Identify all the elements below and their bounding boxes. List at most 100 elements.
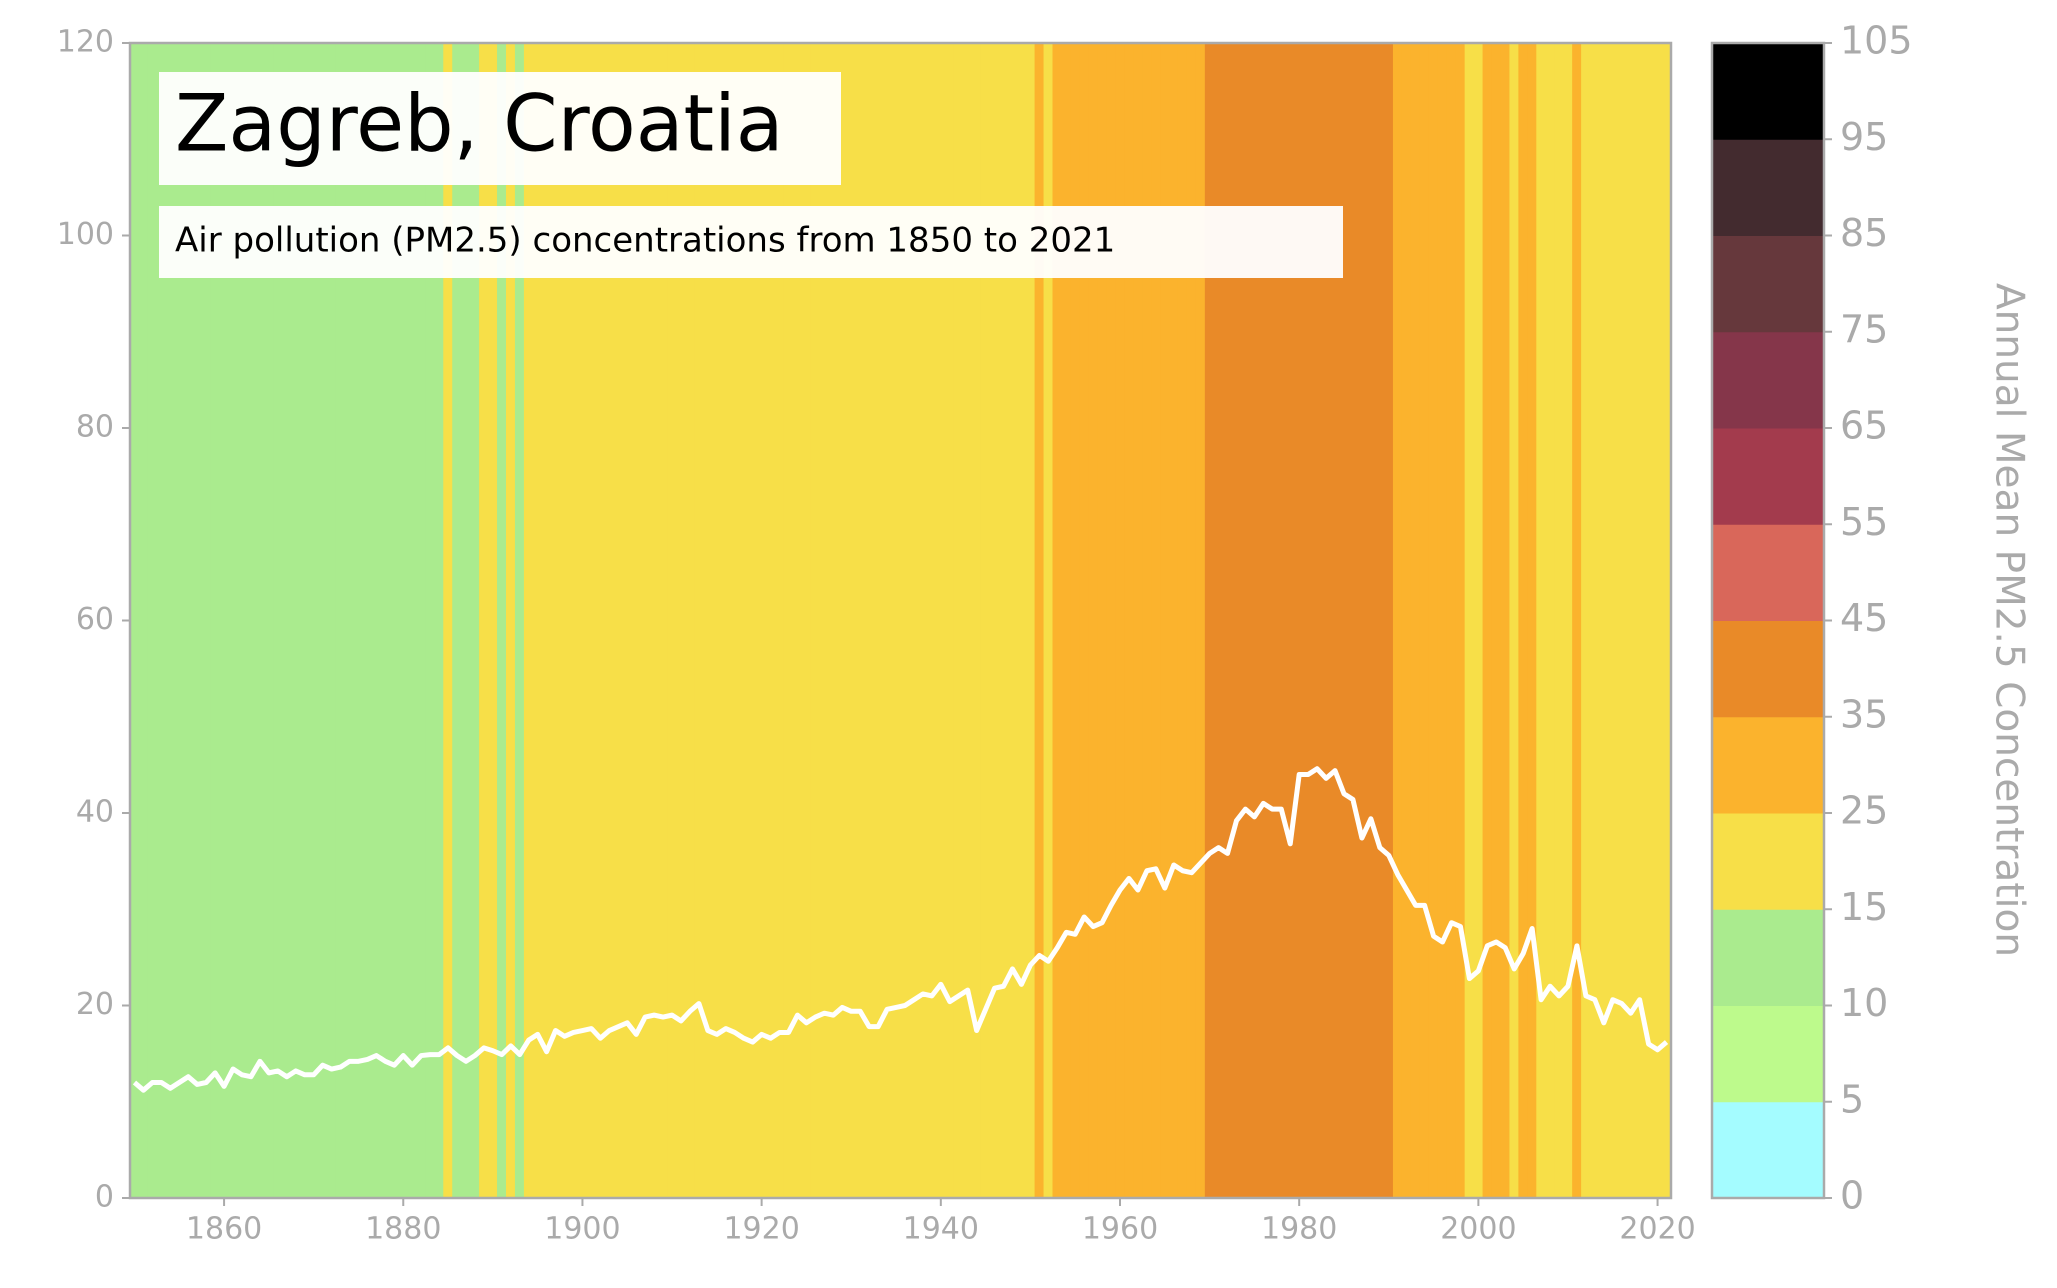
stripe <box>604 43 615 1198</box>
stripe <box>810 43 821 1198</box>
stripe <box>721 43 731 1198</box>
stripe <box>1133 43 1143 1198</box>
colorbar-tick-label: 10 <box>1840 981 1888 1025</box>
stripe <box>1312 43 1322 1198</box>
stripe <box>1070 43 1080 1198</box>
stripe <box>980 43 991 1198</box>
chart-title: Zagreb, Croatia <box>175 79 784 169</box>
stripe <box>846 43 857 1198</box>
stripe <box>1482 43 1493 1198</box>
colorbar-segment <box>1712 813 1824 910</box>
stripe <box>1016 43 1027 1198</box>
stripe <box>282 43 292 1198</box>
stripe <box>1634 43 1645 1198</box>
stripe <box>255 43 265 1198</box>
y-tick-label: 80 <box>76 410 114 445</box>
stripe <box>1124 43 1134 1198</box>
stripe <box>443 43 453 1198</box>
stripe <box>944 43 955 1198</box>
stripe <box>165 43 176 1198</box>
stripe <box>1554 43 1564 1198</box>
stripe <box>595 43 606 1198</box>
stripe <box>1401 43 1412 1198</box>
stripe <box>246 43 256 1198</box>
stripe <box>703 43 713 1198</box>
stripe <box>1204 43 1215 1198</box>
stripe <box>1115 43 1125 1198</box>
stripe <box>1168 43 1179 1198</box>
stripe <box>1348 43 1358 1198</box>
colorbar-tick-label: 85 <box>1840 211 1888 255</box>
stripe <box>971 43 982 1198</box>
stripe <box>1330 43 1340 1198</box>
stripe <box>1527 43 1537 1198</box>
stripe <box>1643 43 1654 1198</box>
colorbar-segment <box>1712 331 1824 429</box>
stripe <box>783 43 794 1198</box>
x-tick-label: 2000 <box>1440 1212 1516 1247</box>
stripe <box>1366 43 1376 1198</box>
colorbar-segment <box>1712 1101 1824 1199</box>
stripe <box>228 43 238 1198</box>
stripe <box>649 43 659 1198</box>
stripe <box>936 43 946 1198</box>
stripe <box>1186 43 1197 1198</box>
stripe <box>371 43 382 1198</box>
colorbar-tick-label: 15 <box>1840 885 1888 929</box>
stripe <box>1097 43 1107 1198</box>
colorbar-segment <box>1712 139 1824 236</box>
stripe <box>1464 43 1475 1198</box>
x-tick-label: 1980 <box>1261 1212 1337 1247</box>
colorbar-tick-label: 5 <box>1840 1077 1864 1121</box>
stripe <box>264 43 274 1198</box>
stripe <box>613 43 624 1198</box>
x-tick-label: 1880 <box>365 1212 441 1247</box>
colorbar-tick-label: 25 <box>1840 789 1888 833</box>
stripe <box>1079 43 1089 1198</box>
stripe <box>317 43 328 1198</box>
stripe <box>891 43 901 1198</box>
stripe <box>1500 43 1511 1198</box>
stripe <box>1034 43 1045 1198</box>
stripe <box>918 43 928 1198</box>
colorbar-label: Annual Mean PM2.5 Concentration <box>1987 283 2032 957</box>
stripe <box>1321 43 1331 1198</box>
colorbar-segment <box>1712 235 1824 333</box>
stripe <box>1303 43 1313 1198</box>
stripe <box>470 43 480 1198</box>
stripe <box>1142 43 1152 1198</box>
stripe <box>210 43 220 1198</box>
stripe <box>326 43 337 1198</box>
stripe <box>147 43 158 1198</box>
stripe <box>1222 43 1233 1198</box>
stripe <box>488 43 498 1198</box>
stripe <box>479 43 489 1198</box>
colorbar-tick-label: 75 <box>1840 307 1888 351</box>
stripe <box>1446 43 1457 1198</box>
stripe <box>1473 43 1484 1198</box>
stripe <box>550 43 561 1198</box>
chart-subtitle: Air pollution (PM2.5) concentrations fro… <box>175 221 1115 261</box>
stripe <box>434 43 444 1198</box>
stripe <box>1536 43 1546 1198</box>
stripe <box>631 43 641 1198</box>
stripe <box>237 43 247 1198</box>
stripe <box>398 43 409 1198</box>
stripe <box>1455 43 1466 1198</box>
stripe <box>1625 43 1636 1198</box>
stripe <box>290 43 301 1198</box>
stripe <box>1410 43 1421 1198</box>
stripe <box>308 43 319 1198</box>
stripe <box>407 43 417 1198</box>
stripe <box>201 43 211 1198</box>
stripe <box>738 43 749 1198</box>
x-tick-label: 1860 <box>186 1212 262 1247</box>
stripe <box>1151 43 1161 1198</box>
stripe <box>676 43 686 1198</box>
y-tick-label: 40 <box>76 795 114 830</box>
stripe <box>855 43 865 1198</box>
colorbar-tick-label: 45 <box>1840 596 1888 640</box>
stripe <box>1025 43 1036 1198</box>
stripe <box>685 43 695 1198</box>
stripe <box>694 43 704 1198</box>
